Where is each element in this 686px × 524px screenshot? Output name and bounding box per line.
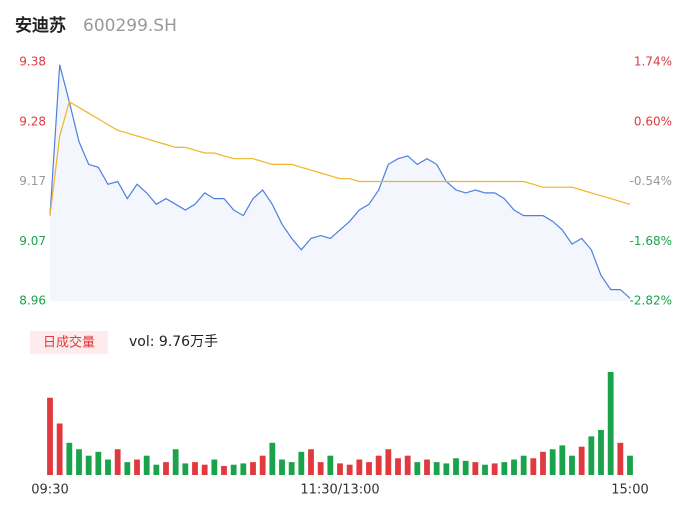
- y2-tick-label: -1.68%: [630, 234, 672, 248]
- volume-bar: [269, 442, 276, 475]
- legend-label: 日成交量: [43, 335, 95, 351]
- volume-bar: [221, 465, 227, 475]
- volume-bar: [375, 455, 382, 475]
- stock-name: 安迪苏: [15, 15, 66, 36]
- volume-bar: [337, 463, 343, 475]
- y-tick-label: 9.28: [19, 114, 46, 128]
- volume-label: vol: 9.76万手: [129, 334, 218, 350]
- volume-bar: [308, 449, 314, 475]
- volume-bar: [385, 449, 392, 475]
- volume-bar: [472, 462, 479, 475]
- volume-bar: [549, 449, 556, 475]
- volume-bar: [482, 464, 488, 475]
- volume-bar: [366, 462, 372, 475]
- y-tick-label: 8.96: [19, 294, 46, 308]
- volume-bar: [404, 455, 411, 475]
- volume-bar: [76, 449, 82, 475]
- volume-bar: [501, 462, 508, 475]
- volume-bar: [530, 458, 537, 475]
- volume-bar: [134, 459, 140, 475]
- volume-bar: [356, 459, 363, 475]
- y-tick-label: 9.17: [19, 174, 46, 188]
- average-line: [49, 100, 631, 216]
- y-tick-label: 9.07: [19, 234, 46, 248]
- volume-bar: [346, 464, 353, 475]
- volume-bar: [56, 423, 63, 475]
- volume-bar: [172, 449, 179, 475]
- volume-bar: [453, 458, 459, 475]
- volume-bar: [588, 436, 595, 475]
- volume-bar: [105, 459, 111, 475]
- volume-bar: [288, 462, 295, 475]
- stock-code: 600299.SH: [83, 16, 177, 36]
- volume-bar: [511, 459, 517, 475]
- y2-tick-label: -0.54%: [630, 174, 672, 188]
- volume-bar: [240, 463, 247, 475]
- volume-bar: [163, 462, 169, 475]
- volume-bar: [211, 459, 218, 475]
- volume-bar: [95, 451, 102, 475]
- legend-box: [30, 331, 108, 354]
- price-area: [50, 64, 630, 301]
- volume-bar: [317, 462, 324, 475]
- volume-bar: [414, 462, 421, 475]
- volume-bar: [201, 464, 208, 475]
- volume-bar: [230, 464, 237, 475]
- volume-bar: [491, 463, 498, 475]
- volume-bar: [250, 462, 256, 475]
- volume-bar: [153, 464, 160, 475]
- y-tick-label: 9.38: [19, 55, 46, 69]
- x-tick-label: 15:00: [611, 483, 648, 498]
- volume-bar: [598, 429, 604, 475]
- volume-bar: [66, 442, 73, 475]
- x-tick-label: 09:30: [31, 483, 68, 498]
- volume-bar: [143, 455, 150, 475]
- volume-bar: [607, 372, 614, 475]
- volume-bar: [47, 397, 53, 475]
- volume-bar: [279, 459, 285, 475]
- volume-bar: [578, 446, 585, 475]
- volume-bar: [395, 458, 401, 475]
- volume-bar: [433, 462, 440, 475]
- volume-bar: [259, 455, 266, 475]
- volume-bar: [443, 463, 450, 475]
- volume-bar: [192, 462, 198, 475]
- volume-bar: [114, 449, 121, 475]
- price-line: [49, 64, 631, 299]
- volume-bar: [124, 462, 131, 475]
- volume-bar: [85, 455, 92, 475]
- volume-bar: [462, 460, 469, 475]
- volume-bar: [182, 463, 189, 475]
- volume-bar: [559, 445, 566, 475]
- volume-bar: [540, 451, 546, 475]
- x-tick-label: 11:30/13:00: [300, 483, 379, 498]
- volume-bar: [617, 442, 624, 475]
- volume-bar: [627, 455, 633, 475]
- volume-bar: [569, 455, 575, 475]
- volume-bar: [520, 455, 527, 475]
- y2-tick-label: -2.82%: [630, 294, 672, 308]
- y2-tick-label: 1.74%: [634, 55, 672, 69]
- volume-bar: [298, 451, 305, 475]
- volume-bar: [424, 459, 430, 475]
- volume-bar: [327, 455, 334, 475]
- y2-tick-label: 0.60%: [634, 114, 672, 128]
